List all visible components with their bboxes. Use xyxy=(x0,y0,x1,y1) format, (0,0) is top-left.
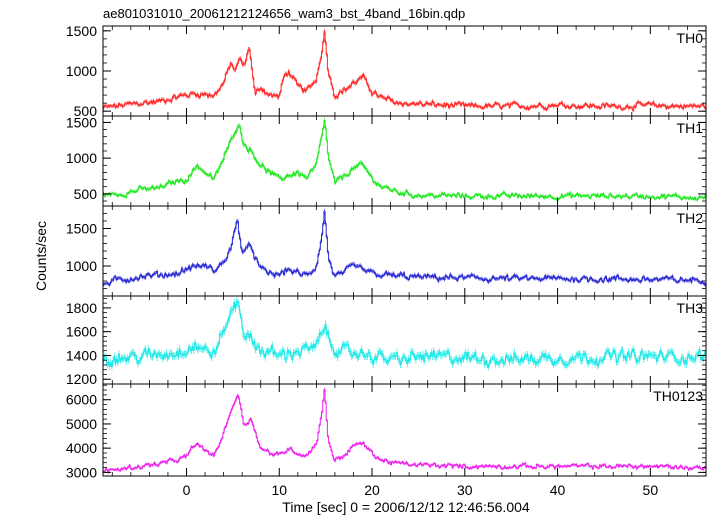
panel-frame xyxy=(102,25,707,117)
x-tick-label: 0 xyxy=(183,482,191,498)
panel-th1: 500 1000 1500 TH1 xyxy=(66,114,707,207)
y-axis-label: Counts/sec xyxy=(33,221,49,291)
x-tick-label: 40 xyxy=(550,482,566,498)
y-tick-label: 500 xyxy=(74,103,98,119)
panel-th0: 500 1000 1500 TH0 xyxy=(66,23,707,119)
y-tick-label: 1000 xyxy=(66,63,97,79)
series-errorbars-th3 xyxy=(103,297,706,371)
chart-title: ae801031010_20061212124656_wam3_bst_4ban… xyxy=(103,6,465,21)
series-line-th3 xyxy=(103,300,706,368)
series-name-th0123: TH0123 xyxy=(653,388,703,404)
y-tick-label: 1500 xyxy=(66,114,97,130)
series-errorbars-th0123 xyxy=(103,387,706,474)
panel-th0123: 3000 4000 5000 6000 TH0123 xyxy=(66,383,707,480)
series-name-th3: TH3 xyxy=(677,300,704,316)
series-name-th1: TH1 xyxy=(677,120,704,136)
y-tick-label: 1400 xyxy=(66,347,97,363)
series-line-th0123 xyxy=(103,389,706,474)
y-tick-label: 5000 xyxy=(66,416,97,432)
y-tick-label: 1800 xyxy=(66,300,97,316)
y-tick-label: 3000 xyxy=(66,464,97,480)
series-errorbars-th0 xyxy=(103,28,706,113)
y-tick-label: 1000 xyxy=(66,150,97,166)
y-tick-label: 1200 xyxy=(66,371,97,387)
series-line-th0 xyxy=(103,31,706,112)
y-tick-label: 1500 xyxy=(66,23,97,39)
y-tick-label: 500 xyxy=(74,186,98,202)
y-tick-label: 1600 xyxy=(66,324,97,340)
panel-frame xyxy=(102,205,707,297)
x-tick-label: 50 xyxy=(643,482,659,498)
y-tick-label: 6000 xyxy=(66,392,97,408)
y-tick-label: 1000 xyxy=(66,258,97,274)
x-tick-label: 10 xyxy=(271,482,287,498)
panel-frame xyxy=(102,295,707,385)
panel-th2: 1000 1500 TH2 xyxy=(66,205,707,297)
series-errorbars-th1 xyxy=(103,117,706,202)
series-line-th2 xyxy=(103,211,706,287)
y-tick-label: 1500 xyxy=(66,221,97,237)
series-name-th0: TH0 xyxy=(677,30,704,46)
x-tick-label: 20 xyxy=(364,482,380,498)
y-tick-label: 4000 xyxy=(66,440,97,456)
x-axis: 0 10 20 30 40 50 xyxy=(183,482,659,498)
x-axis-label: Time [sec] 0 = 2006/12/12 12:46:56.004 xyxy=(282,499,530,515)
x-tick-label: 30 xyxy=(457,482,473,498)
panel-frame xyxy=(102,383,707,477)
series-line-th1 xyxy=(103,120,706,201)
series-name-th2: TH2 xyxy=(677,210,704,226)
panel-th3: 1200 1400 1600 1800 TH3 xyxy=(66,295,707,387)
